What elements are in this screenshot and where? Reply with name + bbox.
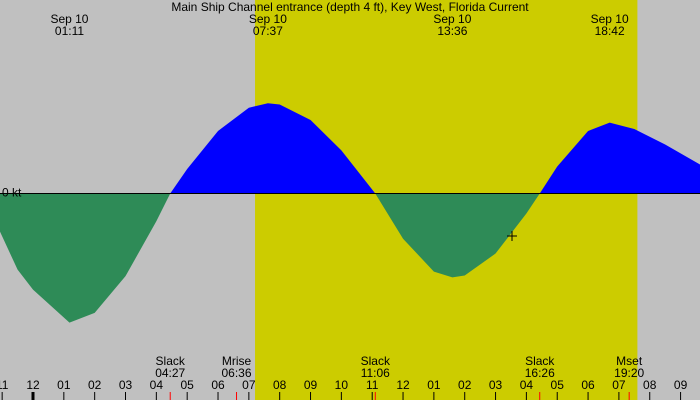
x-tick-label: 07 — [242, 378, 256, 392]
extreme-date: Sep 10 — [249, 12, 287, 26]
event-time: 19:20 — [614, 366, 644, 380]
y-tick-label: 0 kt — [2, 186, 22, 200]
extreme-time: 18:42 — [595, 24, 625, 38]
event-time: 16:26 — [525, 366, 555, 380]
x-tick-label: 02 — [88, 378, 102, 392]
x-tick-label: 03 — [489, 378, 503, 392]
x-tick-label: 11 — [366, 378, 379, 392]
extreme-date: Sep 10 — [433, 12, 471, 26]
x-tick-label: 06 — [581, 378, 595, 392]
x-tick-label: 06 — [211, 378, 225, 392]
extreme-date: Sep 10 — [591, 12, 629, 26]
x-tick-label: 10 — [335, 378, 349, 392]
event-label: Mset — [616, 354, 643, 368]
event-label: Slack — [525, 354, 555, 368]
x-tick-label: 03 — [119, 378, 133, 392]
x-tick-label: 12 — [26, 378, 40, 392]
x-tick-label: 08 — [273, 378, 287, 392]
x-tick-label: 11 — [0, 378, 9, 392]
x-tick-label: 07 — [612, 378, 626, 392]
x-tick-label: 08 — [643, 378, 657, 392]
x-tick-label: 01 — [427, 378, 441, 392]
x-tick-label: 12 — [396, 378, 410, 392]
extreme-date: Sep 10 — [50, 12, 88, 26]
x-tick-label: 05 — [551, 378, 565, 392]
x-tick-label: 04 — [150, 378, 164, 392]
event-time: 11:06 — [361, 366, 390, 380]
extreme-time: 07:37 — [253, 24, 283, 38]
event-time: 04:27 — [155, 366, 185, 380]
extreme-time: 13:36 — [437, 24, 467, 38]
event-label: Slack — [361, 354, 391, 368]
x-tick-label: 04 — [520, 378, 534, 392]
x-tick-label: 09 — [674, 378, 688, 392]
x-tick-label: 05 — [181, 378, 195, 392]
event-time: 06:36 — [222, 366, 252, 380]
chart-title: Main Ship Channel entrance (depth 4 ft),… — [171, 0, 529, 14]
x-tick-label: 09 — [304, 378, 318, 392]
cursor — [507, 231, 517, 241]
current-area — [0, 103, 700, 323]
x-tick-label: 01 — [57, 378, 71, 392]
event-label: Slack — [156, 354, 186, 368]
x-tick-label: 02 — [458, 378, 472, 392]
event-label: Mrise — [222, 354, 252, 368]
extreme-time: 01:11 — [55, 24, 84, 38]
